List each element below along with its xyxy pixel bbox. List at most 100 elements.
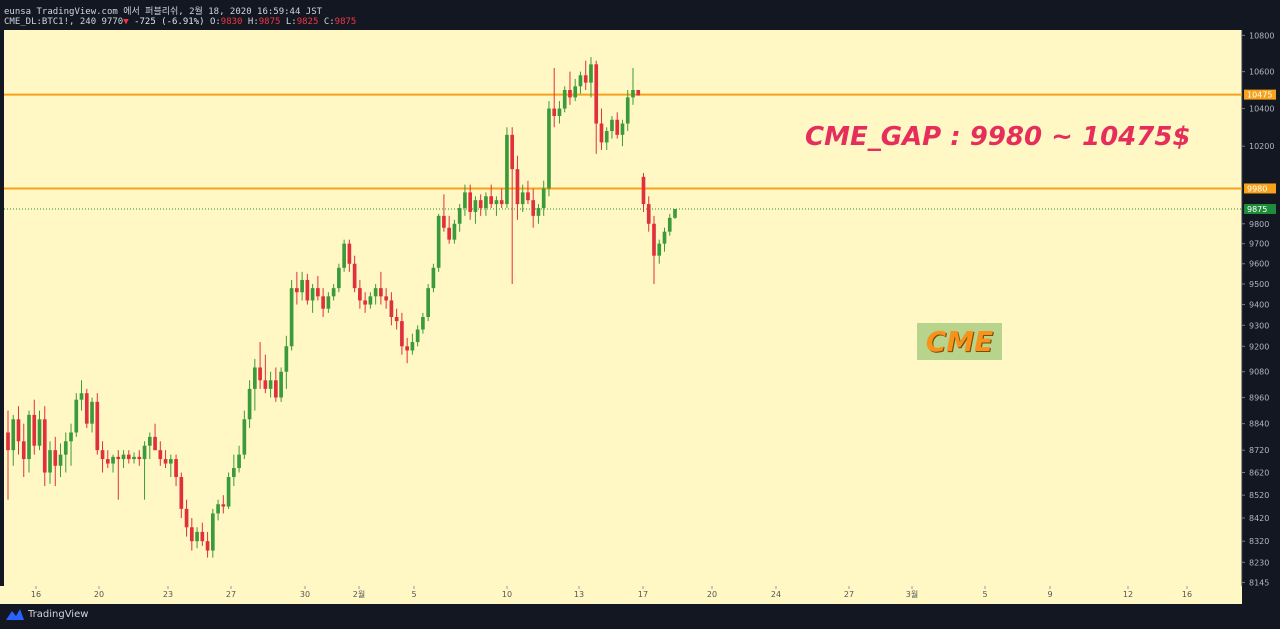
- candle-body: [415, 329, 420, 343]
- cme-badge[interactable]: CME: [917, 323, 1002, 360]
- candle-body: [163, 459, 168, 464]
- candle-body: [195, 531, 199, 542]
- x-tick-label: 27: [844, 590, 854, 599]
- x-tick-label: 5: [411, 590, 416, 599]
- candle-body: [389, 300, 394, 317]
- candle-body: [568, 89, 572, 98]
- candle-body: [116, 456, 121, 460]
- candle-body: [69, 432, 73, 442]
- price-chart[interactable]: 8145 8230 8320 8420 8520 8620 8720 8840 8960 9080…: [0, 0, 1280, 604]
- y-tick-label: 9400: [1249, 301, 1269, 310]
- open-value: 9830: [220, 17, 243, 27]
- y-tick-label: 10600: [1249, 68, 1274, 77]
- low-label: L:: [285, 17, 297, 27]
- candle-body: [168, 459, 173, 464]
- candle-body: [295, 288, 299, 293]
- candle-body: [652, 223, 656, 256]
- candle-body: [657, 243, 662, 256]
- candle-body: [100, 450, 105, 460]
- y-tick-label: 8720: [1249, 446, 1269, 455]
- candle-body: [484, 196, 488, 209]
- candle-body: [463, 192, 467, 209]
- candle-body: [37, 419, 42, 446]
- candle-body: [16, 419, 21, 442]
- x-tick-label: 3월: [906, 589, 918, 599]
- candle-body: [636, 89, 641, 96]
- candle-body: [258, 367, 262, 381]
- candle-body: [447, 227, 452, 240]
- candle-body: [231, 468, 236, 478]
- x-tick-label: 16: [1182, 590, 1192, 599]
- candle-body: [142, 445, 147, 460]
- candle-body: [331, 288, 336, 297]
- candle-body: [520, 192, 525, 205]
- high-label: H:: [247, 17, 259, 27]
- candle-body: [326, 296, 331, 309]
- candle-body: [84, 393, 89, 424]
- symbol-name[interactable]: CME_DL:BTC1!, 240: [4, 17, 97, 27]
- x-tick-label: 10: [502, 590, 512, 599]
- last-price: 9770: [101, 17, 124, 27]
- candle-body: [126, 454, 131, 460]
- candle-body: [158, 450, 163, 460]
- candle-body: [237, 454, 241, 469]
- candle-body: [662, 231, 667, 244]
- candle-body: [499, 200, 504, 205]
- x-tick-label: 13: [574, 590, 584, 599]
- candle-body: [147, 436, 152, 446]
- y-tick-label: 9800: [1249, 220, 1269, 229]
- y-tick-label: 9200: [1249, 342, 1269, 351]
- candle-body: [610, 119, 614, 132]
- candle-body: [421, 316, 425, 330]
- candle-body: [95, 401, 100, 451]
- candle-body: [6, 432, 10, 451]
- candle-body: [358, 288, 362, 301]
- candle-body: [289, 288, 294, 347]
- candle-body: [347, 243, 352, 264]
- cme-gap-annotation[interactable]: CME_GAP : 9980 ~ 10475$: [805, 122, 1191, 152]
- candle-body: [337, 267, 341, 289]
- candle-body: [74, 399, 79, 433]
- candle-body: [473, 200, 478, 212]
- candle-body: [11, 419, 16, 451]
- candle-body: [562, 89, 567, 109]
- candle-body: [263, 380, 268, 389]
- gap-line-price-label: 10475: [1247, 91, 1272, 100]
- last-price-tag: [1244, 203, 1276, 214]
- candle-body: [573, 86, 578, 98]
- candle-body: [667, 217, 672, 232]
- x-tick-label: 2월: [353, 589, 365, 599]
- x-tick-label: 20: [707, 590, 717, 599]
- y-tick-label: 9700: [1249, 240, 1269, 249]
- y-tick-label: 9080: [1249, 368, 1269, 377]
- candle-body: [21, 441, 26, 460]
- candle-body: [505, 134, 509, 205]
- y-tick-label: 9300: [1249, 321, 1269, 330]
- footer-bar: [0, 604, 1280, 629]
- candle-body: [604, 131, 609, 143]
- y-tick-label: 10200: [1249, 142, 1274, 151]
- candle-body: [557, 108, 562, 117]
- symbol-ohlc-bar: CME_DL:BTC1!, 240 9770▼ -725 (-6.91%) O:…: [4, 17, 356, 27]
- candle-body: [316, 288, 320, 297]
- candle-body: [457, 208, 462, 224]
- x-tick-label: 30: [300, 590, 310, 599]
- candle-body: [594, 64, 599, 124]
- y-tick-label: 9600: [1249, 260, 1269, 269]
- candle-body: [489, 196, 494, 205]
- candle-body: [300, 279, 304, 293]
- candle-body: [174, 459, 178, 478]
- candle-body: [279, 371, 283, 398]
- candle-body: [221, 504, 226, 507]
- candle-body: [631, 89, 635, 98]
- x-tick-label: 9: [1047, 590, 1052, 599]
- gap-line-price-tag: [1244, 183, 1276, 194]
- candle-body: [646, 204, 651, 224]
- candle-body: [363, 300, 367, 305]
- candle-body: [405, 346, 409, 351]
- open-label: O:: [209, 17, 221, 27]
- low-value: 9825: [296, 17, 319, 27]
- candle-body: [111, 456, 115, 464]
- tradingview-brand[interactable]: TradingView: [6, 608, 88, 620]
- candle-body: [620, 123, 625, 135]
